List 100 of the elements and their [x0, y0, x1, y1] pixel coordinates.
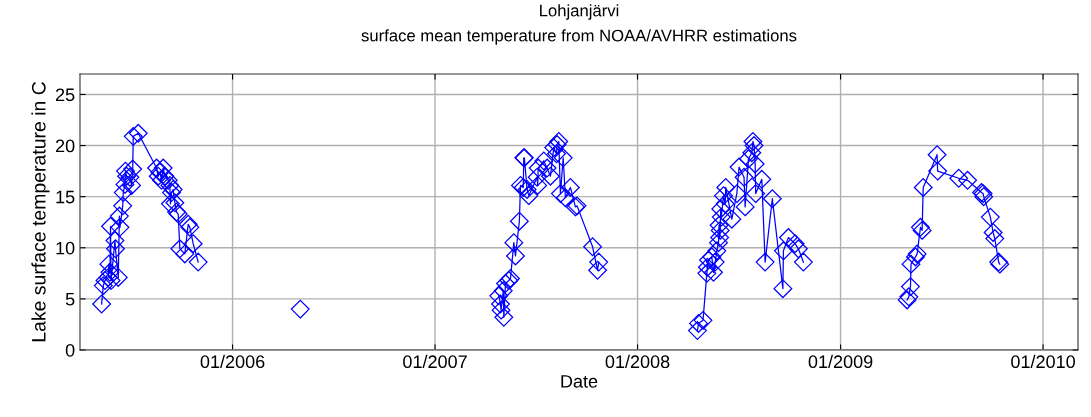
point: [162, 183, 181, 203]
point: [290, 299, 310, 319]
point: [588, 260, 608, 280]
point: [527, 167, 547, 187]
point: [745, 154, 765, 174]
point: [752, 169, 772, 189]
point: [109, 206, 129, 226]
point: [547, 144, 566, 164]
point: [491, 294, 510, 314]
point: [92, 294, 112, 314]
point: [160, 175, 180, 195]
point: [188, 252, 208, 272]
point: [183, 234, 203, 254]
point: [555, 188, 575, 208]
point: [744, 136, 764, 156]
y-axis-title: Lake surface temperature in C: [31, 81, 50, 342]
point: [985, 229, 1005, 249]
point: [115, 174, 135, 194]
point: [106, 239, 125, 259]
point: [113, 196, 133, 216]
point: [519, 186, 539, 206]
y-tick-label: 0: [65, 343, 75, 357]
point: [489, 286, 509, 306]
y-tick-label: 10: [56, 241, 75, 255]
point: [788, 239, 808, 259]
y-tick-label: 5: [65, 293, 75, 306]
point: [93, 276, 113, 296]
point: [528, 175, 548, 195]
point: [901, 254, 921, 274]
point: [105, 231, 125, 251]
point: [913, 178, 933, 197]
point: [553, 148, 573, 168]
point: [715, 194, 735, 214]
point: [687, 321, 707, 341]
point: [773, 241, 793, 261]
x-tick-label: 01/2007: [403, 354, 467, 369]
point: [710, 228, 730, 248]
point: [528, 158, 548, 178]
point: [163, 180, 183, 199]
point: [983, 222, 1003, 242]
point: [583, 237, 603, 257]
point: [509, 211, 529, 231]
point: [504, 233, 524, 253]
point: [746, 184, 766, 204]
point: [165, 193, 185, 213]
point: [697, 257, 717, 277]
point: [697, 263, 717, 283]
point: [729, 157, 749, 177]
point: [560, 178, 580, 197]
x-axis-title: Date: [561, 375, 598, 388]
chart-subtitle: surface mean temperature from NOAA/AVHRR estimations: [361, 29, 797, 45]
point: [534, 151, 554, 171]
point: [128, 123, 148, 143]
point: [517, 180, 537, 199]
point: [123, 159, 143, 179]
point: [160, 194, 180, 214]
point: [493, 281, 513, 301]
point: [949, 168, 969, 188]
point: [734, 167, 754, 187]
point: [494, 307, 514, 327]
point: [110, 217, 130, 237]
point: [170, 239, 190, 259]
point: [727, 184, 747, 204]
point: [710, 220, 730, 240]
point: [100, 262, 120, 282]
chart-title: Lohjanjärvi: [540, 4, 619, 20]
x-tick-label: 01/2009: [808, 354, 873, 369]
point: [704, 262, 723, 282]
x-tick-label: 01/2006: [200, 354, 265, 369]
point: [773, 279, 793, 299]
point: [709, 233, 728, 253]
point: [113, 183, 133, 203]
y-tick-label: 15: [56, 190, 75, 204]
point: [491, 300, 511, 320]
point: [537, 158, 557, 178]
point: [716, 178, 736, 197]
point: [709, 215, 729, 235]
point: [550, 184, 570, 204]
point: [705, 252, 725, 272]
point: [122, 175, 142, 195]
point: [116, 161, 135, 181]
point: [702, 247, 722, 267]
point: [722, 209, 742, 229]
point: [506, 246, 525, 266]
point: [711, 207, 731, 227]
point: [928, 161, 948, 181]
point: [927, 145, 947, 165]
point: [742, 143, 762, 163]
point: [123, 126, 143, 146]
point: [901, 277, 920, 297]
point: [778, 228, 798, 248]
y-tick-label: 20: [55, 139, 75, 153]
point: [735, 197, 755, 217]
point: [108, 267, 128, 287]
point: [99, 254, 119, 274]
point: [714, 186, 733, 206]
point: [175, 244, 195, 264]
x-tick-label: 01/2008: [605, 354, 670, 369]
point: [589, 252, 609, 272]
point: [755, 252, 775, 272]
